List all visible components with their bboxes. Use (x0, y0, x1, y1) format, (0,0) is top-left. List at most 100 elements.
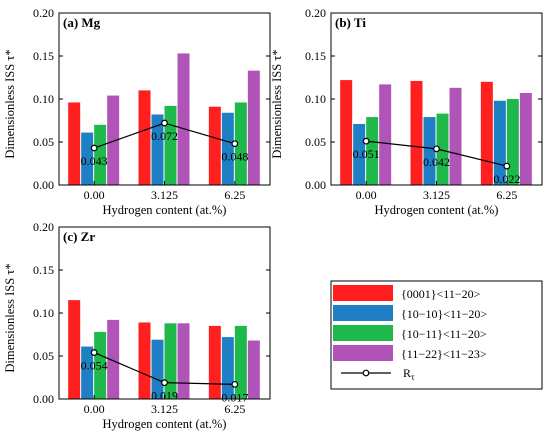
x-tick-label: 3.125 (151, 188, 178, 202)
x-axis-title: Hydrogen content (at.%) (375, 203, 499, 217)
bar-s0001 (138, 90, 151, 185)
rtau-marker (161, 379, 168, 387)
y-tick-label: 0.15 (33, 263, 54, 277)
bar-s1122 (247, 70, 260, 185)
bar-s1010 (81, 346, 94, 399)
bar-s1011 (94, 331, 107, 399)
bar-s1011 (506, 99, 519, 185)
y-tick-label: 0.15 (33, 49, 54, 63)
bar-s0001 (410, 80, 423, 185)
x-tick-label: 6.25 (224, 188, 245, 202)
plot-frame (58, 12, 271, 186)
x-tick-label: 3.125 (423, 188, 450, 202)
legend-label-rtau-sub: τ (411, 372, 415, 382)
bar-s0001 (138, 322, 151, 399)
rtau-marker (90, 349, 98, 356)
y-axis-title: Dimensionless ISS τ* (3, 49, 17, 158)
x-axis-title: Hydrogen content (at.%) (103, 417, 227, 431)
y-tick-label: 0.10 (33, 92, 54, 106)
bar-s0001 (68, 300, 81, 399)
bar-s1122 (519, 92, 532, 185)
panel-label: (b) Ti (335, 15, 366, 30)
rtau-marker (433, 145, 440, 153)
rtau-data-label: 0.019 (151, 389, 178, 403)
bar-s1122 (379, 84, 392, 185)
bar-s0001 (68, 102, 81, 185)
rtau-data-label: 0.072 (151, 129, 178, 143)
bar-s1122 (107, 95, 120, 185)
rtau-marker (362, 137, 370, 145)
legend-label-rtau: Rτ (403, 366, 415, 382)
bar-s1010 (423, 117, 436, 185)
y-tick-label: 0.05 (305, 135, 326, 149)
bar-s1011 (164, 105, 177, 185)
y-tick-label: 0.00 (305, 178, 326, 192)
y-tick-label: 0.00 (33, 178, 54, 192)
rtau-data-label: 0.048 (221, 150, 248, 164)
x-tick-label: 6.25 (224, 402, 245, 416)
legend-label-s1122: {11−22}<11−23> (401, 347, 487, 361)
bar-s1011 (234, 102, 247, 185)
y-tick-label: 0.10 (305, 92, 326, 106)
bar-s1011 (366, 117, 379, 185)
bar-s0001 (208, 106, 221, 185)
bar-s0001 (480, 81, 493, 185)
plot-frame (330, 12, 543, 186)
plot-frame (58, 226, 271, 400)
rtau-data-label: 0.054 (81, 359, 108, 373)
panel-ti: 0.00 0.05 0.10 0.15 0.20 0.00 3.125 6.25 0.051 0.… (270, 6, 543, 217)
bar-s1122 (107, 319, 120, 399)
panel-label: (c) Zr (63, 229, 95, 244)
bar-s1122 (177, 53, 190, 185)
panel-label: (a) Mg (63, 15, 101, 30)
x-tick-label: 0.00 (356, 188, 377, 202)
bar-s1010 (151, 339, 164, 399)
legend-marker-rtau (362, 369, 370, 377)
legend-swatch-s1122 (333, 345, 393, 361)
y-tick-label: 0.20 (305, 6, 326, 20)
x-tick-label: 0.00 (84, 188, 105, 202)
legend-label-s0001: {0001}<11−20> (401, 287, 481, 301)
x-tick-label: 0.00 (84, 402, 105, 416)
y-tick-label: 0.20 (33, 220, 54, 234)
legend-label-s1010: {10−10}<11−20> (401, 307, 487, 321)
x-tick-label: 3.125 (151, 402, 178, 416)
bar-s0001 (340, 80, 353, 185)
rtau-marker (231, 380, 239, 388)
x-tick-label: 6.25 (496, 188, 517, 202)
rtau-marker (161, 119, 168, 127)
bar-s1011 (164, 323, 177, 399)
bar-s1010 (353, 123, 366, 185)
rtau-data-label: 0.051 (353, 147, 380, 161)
rtau-data-label: 0.043 (81, 154, 108, 168)
y-tick-label: 0.05 (33, 135, 54, 149)
rtau-marker (231, 140, 239, 148)
legend-swatch-s0001 (333, 285, 393, 301)
panel-zr: 0.00 0.05 0.10 0.15 0.20 0.00 3.125 6.25 0.054 0.… (3, 220, 271, 431)
bar-s1010 (221, 337, 234, 399)
legend-swatch-s1011 (333, 325, 393, 341)
legend-label-s1011: {10−11}<11−20> (401, 327, 487, 341)
legend: {0001}<11−20> {10−10}<11−20> {10−11}<11−20… (330, 280, 543, 390)
y-axis-title: Dimensionless ISS τ* (3, 263, 17, 372)
rtau-marker (503, 162, 511, 170)
x-axis-title: Hydrogen content (at.%) (103, 203, 227, 217)
bar-s0001 (208, 325, 221, 399)
bar-s1010 (81, 132, 94, 185)
panel-mg: 0.00 0.05 0.10 0.15 0.20 0.00 3.125 6.25 0.043 0.… (3, 6, 271, 217)
y-tick-label: 0.10 (33, 306, 54, 320)
bar-s1010 (221, 112, 234, 185)
y-tick-label: 0.05 (33, 349, 54, 363)
bar-s1011 (94, 124, 107, 185)
rtau-data-label: 0.017 (221, 390, 248, 404)
bar-s1011 (436, 113, 449, 185)
y-tick-label: 0.20 (33, 6, 54, 20)
bar-s1011 (234, 325, 247, 399)
bar-s1122 (177, 323, 190, 399)
bar-s1010 (151, 114, 164, 185)
y-tick-label: 0.15 (305, 49, 326, 63)
y-axis-title: Dimensionless ISS τ* (270, 49, 284, 158)
rtau-data-label: 0.022 (493, 172, 520, 186)
bar-s1122 (449, 87, 462, 185)
